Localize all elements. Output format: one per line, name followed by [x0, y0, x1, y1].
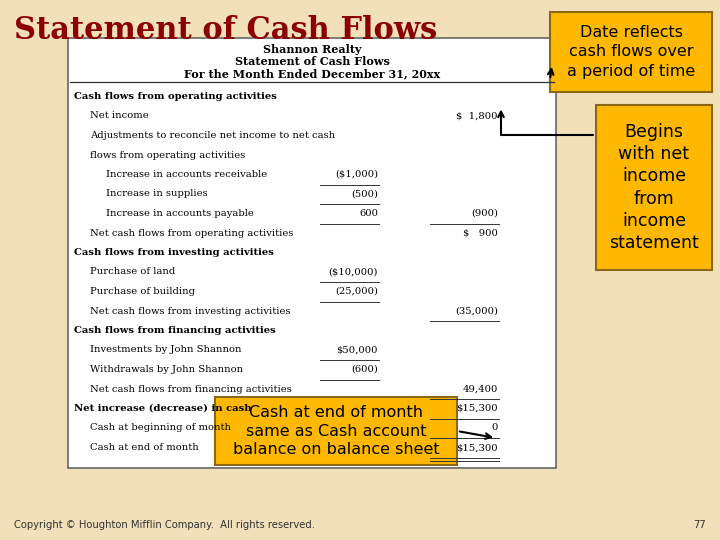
Text: Purchase of building: Purchase of building — [90, 287, 195, 296]
Text: 49,400: 49,400 — [463, 384, 498, 394]
Text: Investments by John Shannon: Investments by John Shannon — [90, 346, 241, 354]
Text: Increase in supplies: Increase in supplies — [106, 190, 207, 199]
Text: (500): (500) — [351, 190, 378, 199]
Text: (900): (900) — [471, 209, 498, 218]
Text: For the Month Ended December 31, 20xx: For the Month Ended December 31, 20xx — [184, 68, 440, 79]
FancyBboxPatch shape — [596, 105, 712, 270]
Text: ($10,000): ($10,000) — [328, 267, 378, 276]
Text: Net increase (decrease) in cash: Net increase (decrease) in cash — [74, 404, 251, 413]
Text: Statement of Cash Flows: Statement of Cash Flows — [235, 56, 390, 67]
Text: Increase in accounts receivable: Increase in accounts receivable — [106, 170, 267, 179]
Text: 77: 77 — [693, 520, 706, 530]
Text: Cash flows from operating activities: Cash flows from operating activities — [74, 92, 277, 101]
Text: $15,300: $15,300 — [456, 404, 498, 413]
Text: (25,000): (25,000) — [335, 287, 378, 296]
Text: 0: 0 — [492, 423, 498, 433]
Text: Net cash flows from investing activities: Net cash flows from investing activities — [90, 307, 290, 315]
Text: $   900: $ 900 — [463, 228, 498, 238]
Text: ($1,000): ($1,000) — [335, 170, 378, 179]
Text: Net income: Net income — [90, 111, 149, 120]
Text: $50,000: $50,000 — [336, 346, 378, 354]
Text: Adjustments to reconcile net income to net cash: Adjustments to reconcile net income to n… — [90, 131, 335, 140]
Text: Shannon Realty: Shannon Realty — [263, 44, 361, 55]
Text: Net cash flows from operating activities: Net cash flows from operating activities — [90, 228, 293, 238]
Text: Net cash flows from financing activities: Net cash flows from financing activities — [90, 384, 292, 394]
Text: (600): (600) — [351, 365, 378, 374]
Text: Copyright © Houghton Mifflin Company.  All rights reserved.: Copyright © Houghton Mifflin Company. Al… — [14, 520, 315, 530]
FancyBboxPatch shape — [215, 397, 457, 465]
Text: Cash at end of month
same as Cash account
balance on balance sheet: Cash at end of month same as Cash accoun… — [233, 405, 439, 457]
Text: Statement of Cash Flows: Statement of Cash Flows — [14, 15, 437, 46]
FancyBboxPatch shape — [550, 12, 712, 92]
Text: Cash at end of month: Cash at end of month — [90, 443, 199, 452]
Text: Cash flows from financing activities: Cash flows from financing activities — [74, 326, 276, 335]
Text: Begins
with net
income
from
income
statement: Begins with net income from income state… — [609, 123, 699, 252]
Text: 600: 600 — [359, 209, 378, 218]
Text: Cash at beginning of month: Cash at beginning of month — [90, 423, 231, 433]
Text: Withdrawals by John Shannon: Withdrawals by John Shannon — [90, 365, 243, 374]
Text: Increase in accounts payable: Increase in accounts payable — [106, 209, 254, 218]
Text: flows from operating activities: flows from operating activities — [90, 151, 246, 159]
Text: Cash flows from investing activities: Cash flows from investing activities — [74, 248, 274, 257]
Text: $  1,800: $ 1,800 — [456, 111, 498, 120]
FancyBboxPatch shape — [68, 38, 556, 468]
Text: Date reflects
cash flows over
a period of time: Date reflects cash flows over a period o… — [567, 25, 695, 79]
Text: (35,000): (35,000) — [455, 307, 498, 315]
Text: Purchase of land: Purchase of land — [90, 267, 175, 276]
Text: $15,300: $15,300 — [456, 443, 498, 452]
